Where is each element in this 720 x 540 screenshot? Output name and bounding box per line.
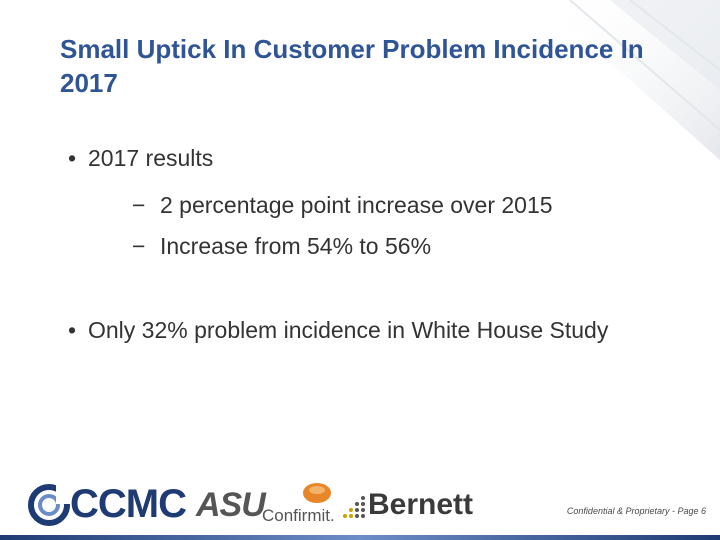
bullet-dot: • bbox=[68, 317, 77, 343]
footer-bar bbox=[0, 535, 720, 540]
bernett-dots-icon bbox=[343, 496, 365, 518]
confirmit-mark-icon bbox=[303, 483, 331, 503]
asu-logo: ASU bbox=[196, 486, 266, 525]
sub-bullet-dash: − bbox=[132, 233, 146, 259]
bernett-logo: Bernett bbox=[342, 488, 482, 528]
slide-title: Small Uptick In Customer Problem Inciden… bbox=[60, 34, 644, 98]
ccmc-logo-text: CCMC bbox=[70, 482, 187, 526]
sub-bullet-text: 2 percentage point increase over 2015 bbox=[160, 192, 553, 218]
sub-bullet-item: −2 percentage point increase over 2015 bbox=[132, 190, 553, 220]
sub-bullet-dash: − bbox=[132, 192, 146, 218]
bullet-dot: • bbox=[68, 145, 77, 171]
ccmc-swirl-icon bbox=[28, 484, 70, 526]
sub-bullet-text: Increase from 54% to 56% bbox=[160, 233, 432, 259]
confirmit-logo: Confirmit. bbox=[262, 482, 342, 526]
bullet-item: • Only 32% problem incidence in White Hou… bbox=[68, 315, 648, 345]
decorative-corner-graphic bbox=[540, 0, 720, 160]
bullet-text: Only 32% problem incidence in White Hous… bbox=[88, 317, 609, 343]
footer: CCMC ASU Confirmit. Bernett Confidential… bbox=[0, 478, 720, 540]
bullet-text: 2017 results bbox=[88, 145, 214, 171]
bullet-item: • 2017 results bbox=[68, 143, 213, 173]
confirmit-logo-text: Confirmit. bbox=[262, 506, 335, 525]
sub-bullet-item: − Increase from 54% to 56% bbox=[132, 231, 431, 261]
bernett-logo-text: Bernett bbox=[368, 488, 474, 521]
asu-logo-text: ASU bbox=[196, 486, 266, 524]
confidential-page-label: Confidential & Proprietary - Page 6 bbox=[566, 506, 706, 516]
